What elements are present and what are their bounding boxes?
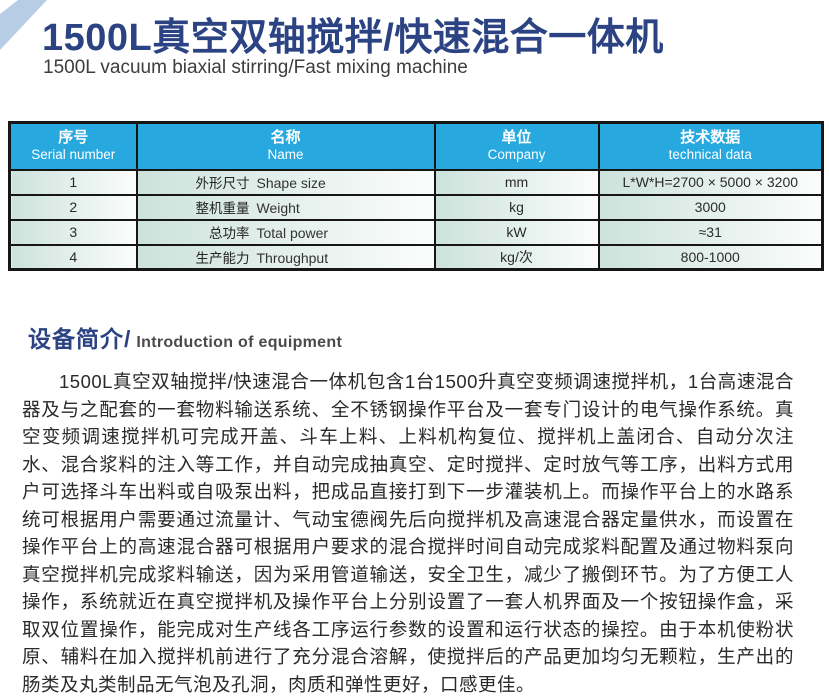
column-header-technical-data-zh: 技术数据 (680, 129, 741, 147)
cell-name: 总功率 Total power (135, 218, 436, 246)
spec-table: 序号 Serial number 名称 Name 单位 Company 技术数据… (8, 121, 824, 271)
table-row: 4 生产能力 Throughput kg/次 800-1000 (8, 243, 824, 271)
cell-unit: mm (433, 168, 600, 196)
cell-value: 800-1000 (597, 243, 824, 271)
cell-name: 整机重量 Weight (135, 193, 436, 221)
cell-value: ≈31 (597, 218, 824, 246)
cell-name: 外形尺寸 Shape size (135, 168, 436, 196)
column-header-name: 名称 Name (135, 121, 436, 171)
cell-unit: kW (433, 218, 600, 246)
intro-heading-zh: 设备简介/ (28, 326, 132, 352)
cell-name-en: Total power (256, 225, 329, 241)
cell-name: 生产能力 Throughput (135, 243, 436, 271)
page-subtitle: 1500L vacuum biaxial stirring/Fast mixin… (43, 57, 468, 78)
cell-name-zh: 总功率 (209, 226, 250, 241)
cell-value: L*W*H=2700 × 5000 × 3200 (597, 168, 824, 196)
cell-name-zh: 外形尺寸 (195, 176, 250, 191)
page-title: 1500L真空双轴搅拌/快速混合一体机 (42, 17, 664, 59)
intro-heading-en: Introduction of equipment (136, 334, 343, 351)
table-row: 1 外形尺寸 Shape size mm L*W*H=2700 × 5000 ×… (8, 168, 824, 196)
column-header-technical-data: 技术数据 technical data (597, 121, 824, 171)
column-header-unit-zh: 单位 (501, 129, 532, 147)
cell-unit: kg (433, 193, 600, 221)
column-header-serial: 序号 Serial number (8, 121, 138, 171)
cell-name-en: Throughput (256, 249, 329, 266)
column-header-unit-en: Company (487, 147, 546, 163)
cell-serial: 4 (8, 243, 138, 271)
cell-name-zh: 生产能力 (195, 250, 250, 266)
spec-table-header-row: 序号 Serial number 名称 Name 单位 Company 技术数据… (8, 121, 824, 171)
intro-paragraph: 1500L真空双轴搅拌/快速混合一体机包含1台1500升真空变频调速搅拌机，1台… (22, 371, 794, 695)
table-row: 2 整机重量 Weight kg 3000 (8, 193, 824, 221)
column-header-name-zh: 名称 (270, 129, 301, 147)
column-header-name-en: Name (267, 147, 304, 163)
intro-section-heading: 设备简介/ Introduction of equipment (28, 320, 342, 354)
column-header-unit: 单位 Company (433, 121, 600, 171)
column-header-technical-data-en: technical data (668, 147, 752, 163)
cell-value: 3000 (597, 193, 824, 221)
column-header-serial-en: Serial number (31, 147, 116, 163)
cell-serial: 3 (8, 218, 138, 246)
cell-serial: 1 (8, 168, 138, 196)
cell-name-zh: 整机重量 (195, 201, 250, 216)
cell-name-en: Weight (256, 200, 300, 216)
cell-name-en: Shape size (256, 175, 326, 191)
table-row: 3 总功率 Total power kW ≈31 (8, 218, 824, 246)
column-header-serial-zh: 序号 (58, 129, 89, 147)
cell-unit: kg/次 (433, 243, 600, 271)
cell-serial: 2 (8, 193, 138, 221)
